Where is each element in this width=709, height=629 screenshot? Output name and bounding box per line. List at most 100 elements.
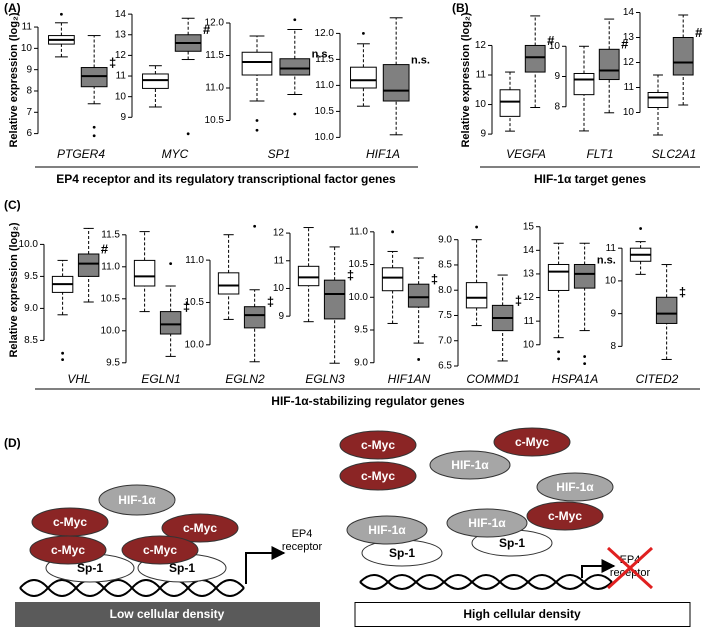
box <box>672 37 694 76</box>
protein-label: c-Myc <box>183 521 217 535</box>
y-tick-label: 12 <box>475 40 487 51</box>
y-tick-label: 11.0 <box>101 261 120 272</box>
significance: ‡ <box>267 294 274 309</box>
box <box>159 311 182 335</box>
protein <box>346 515 428 545</box>
box <box>217 272 240 295</box>
x-axis-label: COMMD1 <box>466 372 519 386</box>
y-axis-label: Relative expression (log₂) <box>460 12 472 147</box>
y-tick-label: 11 <box>22 22 33 33</box>
protein-label: Sp-1 <box>77 561 103 575</box>
group-caption: HIF-1α-stabilizing regulator genes <box>271 394 465 408</box>
box <box>323 279 346 320</box>
y-tick-label: 10.0 <box>315 132 335 143</box>
outlier <box>61 351 64 355</box>
outlier <box>255 128 259 132</box>
y-tick-label: 8.5 <box>24 335 38 346</box>
y-tick-label: 10 <box>475 99 487 110</box>
outlier <box>186 132 190 136</box>
outlier <box>169 262 173 265</box>
panel-label: (C) <box>4 198 21 212</box>
outlier <box>557 357 560 361</box>
outlier <box>293 18 297 22</box>
dna <box>359 574 613 590</box>
y-tick-label: 9.5 <box>354 325 368 336</box>
significance: # <box>695 25 703 40</box>
y-tick-label: 12 <box>273 228 285 239</box>
box <box>598 48 620 81</box>
outlier <box>417 358 421 361</box>
outlier <box>255 119 259 122</box>
outlier <box>253 224 257 228</box>
protein-label: HIF-1α <box>451 458 489 472</box>
y-tick-label: 15 <box>523 221 535 232</box>
x-axis-label: HIF1A <box>366 147 400 161</box>
panel-label: (A) <box>4 1 21 15</box>
y-tick-label: 7.5 <box>438 310 452 321</box>
y-tick-label: 11 <box>524 316 535 327</box>
y-tick-label: 9 <box>480 129 486 140</box>
y-tick-label: 10.5 <box>315 106 335 117</box>
y-tick-label: 9.5 <box>106 357 120 368</box>
significance: ‡ <box>515 293 522 308</box>
y-tick-label: 11.0 <box>205 83 224 94</box>
significance: ‡ <box>347 268 354 283</box>
protein-label: c-Myc <box>51 543 85 557</box>
x-axis-label: HSPA1A <box>552 372 598 386</box>
y-tick-label: 11.0 <box>349 226 368 237</box>
box <box>499 89 521 117</box>
y-tick-label: 10 <box>605 276 617 287</box>
box <box>655 296 678 324</box>
y-tick-label: 8 <box>610 341 616 352</box>
y-tick-label: 9.0 <box>354 357 368 368</box>
panel-label: (B) <box>452 1 469 15</box>
y-tick-label: 9.0 <box>24 303 38 314</box>
box <box>573 72 595 96</box>
box <box>524 44 546 73</box>
x-axis-label: MYC <box>162 147 189 161</box>
box <box>133 259 156 287</box>
target-label: EP4 <box>292 528 313 540</box>
dna <box>19 579 245 597</box>
significance: n.s. <box>597 254 616 266</box>
y-tick-label: 13 <box>623 32 635 43</box>
significance: # <box>203 22 211 37</box>
protein-label: HIF-1α <box>468 516 506 530</box>
y-tick-label: 8 <box>554 101 560 112</box>
box <box>142 73 169 89</box>
x-axis-label: EGLN2 <box>225 372 265 386</box>
y-tick-label: 11 <box>606 243 617 254</box>
y-axis-label: Relative expression (log₂) <box>8 12 20 147</box>
box <box>243 306 266 329</box>
x-axis-label: HIF1AN <box>388 372 431 386</box>
y-tick-label: 8.5 <box>438 260 452 271</box>
box <box>407 283 430 308</box>
outlier <box>391 230 394 234</box>
y-tick-label: 10 <box>549 41 561 52</box>
y-tick-label: 11.5 <box>315 54 334 65</box>
dna <box>359 574 613 590</box>
y-tick-label: 10.0 <box>185 339 205 350</box>
y-tick-label: 12 <box>523 292 535 303</box>
protein <box>339 461 417 491</box>
box <box>350 66 377 89</box>
y-tick-label: 14 <box>523 245 535 256</box>
outlier <box>92 134 96 138</box>
box <box>241 51 273 76</box>
y-tick-label: 10.5 <box>205 115 225 126</box>
caption-bar <box>15 602 320 627</box>
group-caption: EP4 receptor and its regulatory transcri… <box>56 172 396 186</box>
protein-label: c-Myc <box>53 515 87 529</box>
protein <box>493 427 571 457</box>
y-tick-label: 9.0 <box>438 234 452 245</box>
y-tick-label: 7.0 <box>438 335 452 346</box>
significance: # <box>547 33 555 48</box>
y-tick-label: 11 <box>624 82 635 93</box>
y-tick-label: 6.5 <box>438 361 452 372</box>
box <box>382 64 410 102</box>
y-tick-label: 8 <box>26 86 32 97</box>
caption-bar <box>354 602 691 627</box>
outlier <box>557 350 560 354</box>
box <box>647 92 669 108</box>
significance: # <box>621 37 629 52</box>
